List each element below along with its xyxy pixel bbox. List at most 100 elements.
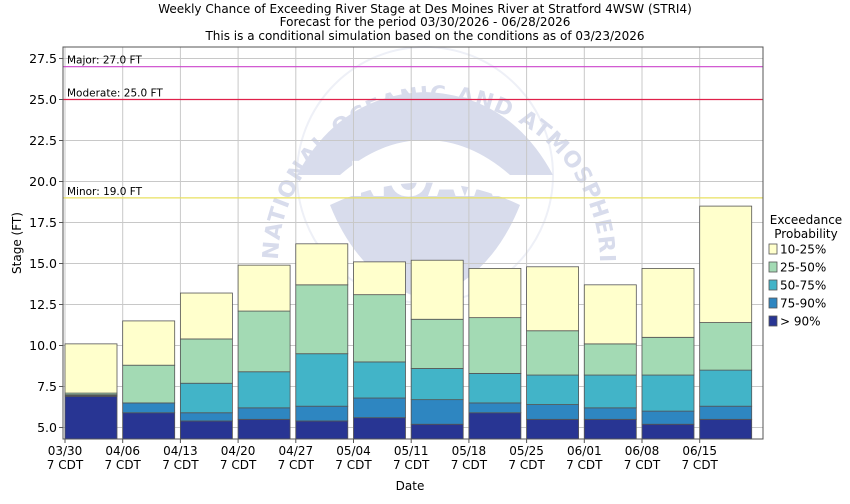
bar-segment — [583, 374, 637, 409]
bar-segment — [526, 418, 579, 440]
legend-entry-label: 50-75% — [780, 279, 826, 293]
legend-entry-label: 25-50% — [780, 261, 826, 275]
bar-segment — [641, 374, 695, 412]
bar-segment — [699, 369, 753, 407]
bar-segment — [583, 284, 637, 345]
y-tick-label: 20.0 — [29, 174, 57, 189]
bar-segment — [353, 417, 406, 440]
bar-segment — [468, 268, 522, 319]
bar-segment — [353, 361, 406, 399]
y-tick-label: 7.5 — [37, 379, 57, 394]
bar-segment — [353, 397, 406, 419]
legend-swatch — [768, 243, 778, 255]
chart-title-line-2: Forecast for the period 03/30/2026 - 06/… — [280, 15, 571, 29]
threshold-label: Major: 27.0 FT — [67, 55, 142, 67]
x-tick-sublabel: 7 CDT — [566, 458, 603, 472]
bar-segment — [699, 405, 753, 420]
y-tick-label: 10.0 — [29, 338, 57, 353]
bar-segment — [353, 261, 406, 296]
bar-segment — [179, 338, 233, 384]
bar-segment — [122, 402, 176, 414]
x-tick-sublabel: 7 CDT — [335, 458, 372, 472]
bar-segment — [237, 310, 291, 373]
bar-segment — [295, 284, 349, 355]
bar-segment — [179, 382, 233, 414]
threshold-label: Moderate: 25.0 FT — [67, 87, 163, 99]
x-tick-sublabel: 7 CDT — [624, 458, 661, 472]
y-tick-label: 5.0 — [37, 420, 57, 435]
x-tick-sublabel: 7 CDT — [47, 458, 84, 472]
y-tick-label: 22.5 — [29, 133, 57, 148]
bar-segment — [526, 330, 579, 376]
bar-segment — [699, 322, 753, 371]
y-tick-label: 17.5 — [29, 215, 57, 230]
legend-entry-label: 75-90% — [780, 297, 826, 311]
y-axis: 5.0 7.5 10.0 12.5 15.0 17.5 20.0 22.5 25.0 27.5 — [29, 51, 63, 435]
x-tick-label: 04/06 — [105, 444, 140, 458]
bar-segment — [468, 402, 522, 414]
x-tick-label: 03/30 — [48, 444, 83, 458]
x-tick-label: 05/11 — [394, 444, 429, 458]
bar-segment — [295, 420, 349, 440]
x-tick-label: 06/15 — [682, 444, 717, 458]
flood-thresholds: Major: 27.0 FT Moderate: 25.0 FT Minor: 19… — [63, 55, 763, 199]
bar-segment — [410, 423, 464, 440]
legend-title-line-1: Exceedance — [770, 213, 842, 227]
legend-title-line-2: Probability — [774, 227, 837, 241]
legend-swatch — [768, 315, 778, 327]
x-tick-label: 04/13 — [163, 444, 198, 458]
watermark-gull — [297, 92, 553, 175]
bar-segment — [122, 364, 176, 404]
x-tick-sublabel: 7 CDT — [508, 458, 545, 472]
bar-segment — [641, 423, 695, 440]
legend-swatch — [768, 279, 778, 291]
y-tick-label: 25.0 — [29, 92, 57, 107]
legend-entry-label: 10-25% — [780, 243, 826, 257]
x-tick-label: 04/27 — [279, 444, 314, 458]
bar-segment — [64, 395, 118, 440]
bar-segment — [237, 418, 291, 440]
bar-segment — [237, 264, 291, 312]
x-tick-sublabel: 7 CDT — [104, 458, 141, 472]
bar-segment — [526, 374, 579, 405]
bar-segment — [237, 407, 291, 420]
chart-title-line-1: Weekly Chance of Exceeding River Stage a… — [158, 2, 692, 16]
bar-segment — [583, 418, 637, 440]
x-tick-sublabel: 7 CDT — [220, 458, 257, 472]
bar-segment — [179, 420, 233, 440]
bar-segment — [699, 205, 753, 323]
bar-segment — [468, 412, 522, 440]
x-tick-sublabel: 7 CDT — [681, 458, 718, 472]
bars — [64, 205, 753, 440]
bar-segment — [526, 404, 579, 420]
bar-segment — [641, 268, 695, 338]
bar-segment — [410, 399, 464, 425]
bar-segment — [641, 336, 695, 376]
x-axis-label: Date — [396, 479, 425, 493]
x-tick-label: 04/20 — [221, 444, 256, 458]
bar-segment — [410, 259, 464, 320]
bar-segment — [526, 266, 579, 332]
chart-title-line-3: This is a conditional simulation based o… — [204, 29, 644, 43]
bar-segment — [179, 292, 233, 340]
bar-segment — [353, 294, 406, 363]
watermark-logo-text: NOAA — [348, 152, 502, 208]
bar-segment — [410, 318, 464, 369]
bar-segment — [468, 317, 522, 374]
x-tick-label: 05/25 — [509, 444, 544, 458]
bar-segment — [410, 368, 464, 401]
legend: Exceedance Probability 10-25% 25-50% 50-75… — [768, 213, 842, 329]
x-tick-label: 06/08 — [625, 444, 660, 458]
bar-segment — [699, 418, 753, 440]
x-tick-label: 06/01 — [567, 444, 602, 458]
bar-segment — [64, 343, 118, 394]
legend-swatch — [768, 261, 778, 273]
bar-segment — [295, 405, 349, 422]
bar-segment — [295, 353, 349, 407]
y-tick-label: 15.0 — [29, 256, 57, 271]
bar-segment — [583, 407, 637, 420]
x-tick-label: 05/04 — [336, 444, 371, 458]
x-tick-sublabel: 7 CDT — [278, 458, 315, 472]
